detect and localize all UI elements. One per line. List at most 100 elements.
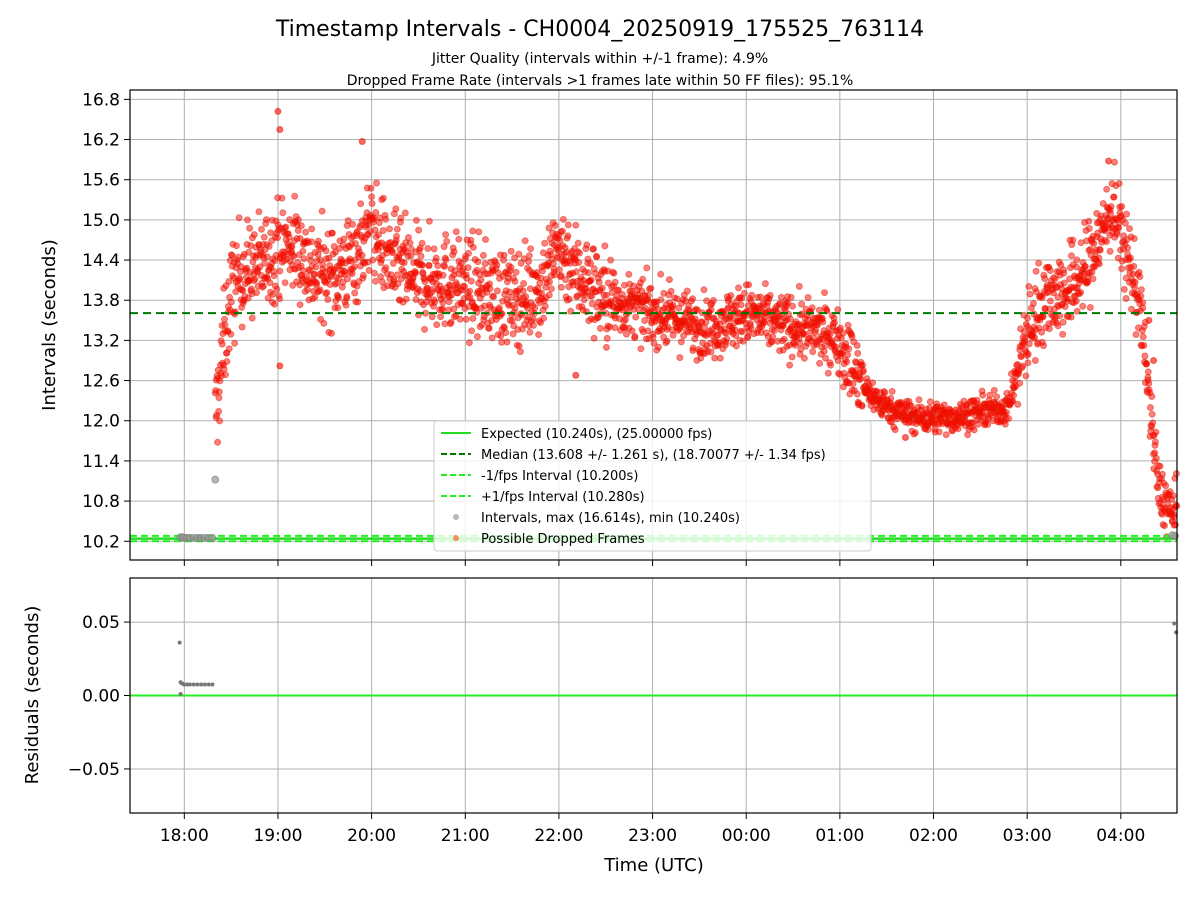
dropped-frame-point: [1038, 294, 1046, 302]
residual-point: [199, 682, 204, 687]
dropped-frame-point: [1132, 331, 1140, 338]
dropped-frame-point: [1115, 180, 1123, 187]
dropped-frame-point: [297, 222, 305, 230]
dropped-frame-point: [393, 225, 401, 233]
x-tick-label: 22:00: [534, 826, 583, 846]
dropped-frame-point: [622, 330, 630, 338]
dropped-frame-point: [574, 239, 582, 247]
dropped-frame-point: [392, 205, 400, 213]
dropped-frame-point: [1136, 273, 1144, 281]
dropped-frame-point: [596, 324, 604, 332]
dropped-frame-point: [461, 283, 468, 290]
dropped-frame-point: [1113, 230, 1121, 238]
dropped-frame-point: [558, 227, 566, 235]
dropped-frame-point: [469, 227, 477, 235]
dropped-frame-point: [371, 226, 379, 234]
interval-point: [211, 475, 220, 484]
dropped-frame-point: [368, 193, 376, 201]
residuals-y-ticks: 0.05 0.00 −0.05: [68, 613, 130, 780]
dropped-frame-point: [789, 302, 796, 310]
x-tick-label: 04:00: [1096, 826, 1145, 846]
dropped-frame-point: [430, 245, 438, 253]
dropped-frame-point: [665, 276, 673, 284]
intervals-y-axis-label: Intervals (seconds): [39, 239, 60, 411]
dropped-frame-point: [341, 268, 349, 276]
dropped-frame-point: [1005, 415, 1013, 422]
dropped-frame-point: [800, 330, 808, 338]
dropped-frame-point: [406, 239, 414, 247]
dropped-frame-point: [515, 250, 523, 258]
dropped-frame-point: [942, 431, 950, 439]
dropped-frame-point: [328, 229, 336, 237]
dropped-frame-point: [358, 138, 366, 146]
dropped-frame-point: [1124, 244, 1132, 252]
dropped-frame-point: [485, 324, 493, 332]
dropped-frame-point: [304, 286, 312, 294]
dropped-frame-point: [559, 215, 567, 223]
residuals-y-tick-label: 0.05: [82, 613, 120, 633]
dropped-frame-point: [266, 279, 274, 287]
dropped-frame-point: [643, 264, 651, 272]
dropped-frame-point: [294, 216, 302, 224]
dropped-frame-point: [1073, 307, 1081, 315]
residuals-plot: 0.05 0.00 −0.05 18:00 19:00 20:00 21:00 22:00 2…: [22, 577, 1179, 846]
intervals-y-tick-label: 13.2: [82, 331, 120, 351]
dropped-frame-point: [1145, 380, 1153, 387]
dropped-frame-point: [580, 296, 588, 304]
dropped-frame-point: [279, 209, 287, 217]
dropped-frame-point: [761, 280, 769, 288]
dropped-frame-point: [418, 261, 426, 269]
dropped-frame-point: [1016, 379, 1024, 387]
dropped-frame-point: [276, 126, 284, 134]
dropped-frame-point: [731, 326, 739, 334]
intervals-y-tick-label: 12.0: [82, 412, 120, 432]
dropped-frame-point: [393, 232, 400, 240]
dropped-frame-point: [1096, 246, 1104, 254]
dropped-frame-point: [954, 425, 962, 433]
dropped-frame-point: [618, 291, 626, 298]
dropped-frame-point: [834, 306, 842, 314]
residual-point: [206, 682, 211, 687]
dropped-frame-point: [481, 260, 489, 268]
dropped-frame-point: [625, 270, 633, 278]
dropped-frame-point: [821, 289, 828, 297]
dropped-frame-point: [466, 287, 474, 295]
dropped-frame-point: [482, 236, 489, 243]
dropped-frame-point: [745, 281, 753, 289]
dropped-frame-point: [1039, 313, 1047, 321]
dropped-frame-point: [511, 254, 519, 262]
dropped-frame-point: [402, 295, 410, 303]
dropped-frame-point: [990, 386, 998, 394]
dropped-frame-point: [1017, 353, 1025, 361]
dropped-frame-point: [744, 333, 752, 340]
dropped-frame-point: [535, 331, 543, 339]
dropped-frame-point: [227, 330, 235, 338]
dropped-frame-point: [1067, 252, 1075, 260]
dropped-frame-point: [545, 224, 553, 232]
dropped-frame-point: [822, 354, 829, 362]
dropped-frame-point: [233, 242, 240, 250]
dropped-frame-point: [707, 306, 715, 314]
dropped-frame-point: [379, 194, 387, 202]
x-tick-label: 19:00: [253, 826, 302, 846]
chart-title: Timestamp Intervals - CH0004_20250919_17…: [275, 17, 924, 42]
dropped-frame-point: [215, 388, 223, 396]
dropped-frame-point: [824, 369, 832, 377]
dropped-frame-point: [545, 291, 553, 299]
x-tick-label: 01:00: [815, 826, 864, 846]
dropped-frame-point: [551, 222, 559, 229]
dropped-frame-point: [1118, 203, 1126, 210]
dropped-frame-point: [493, 287, 501, 295]
dropped-frame-point: [593, 253, 601, 261]
dropped-frame-point: [490, 293, 498, 300]
dropped-frame-point: [397, 214, 405, 222]
dropped-frame-point: [564, 221, 572, 229]
dropped-frame-point: [311, 293, 319, 301]
dropped-frame-point: [432, 254, 440, 262]
dropped-frame-point: [389, 259, 397, 267]
dropped-frame-point: [649, 333, 657, 341]
dropped-frame-point: [610, 269, 618, 277]
dropped-frame-point: [421, 325, 428, 333]
intervals-y-tick-label: 14.4: [82, 251, 120, 271]
